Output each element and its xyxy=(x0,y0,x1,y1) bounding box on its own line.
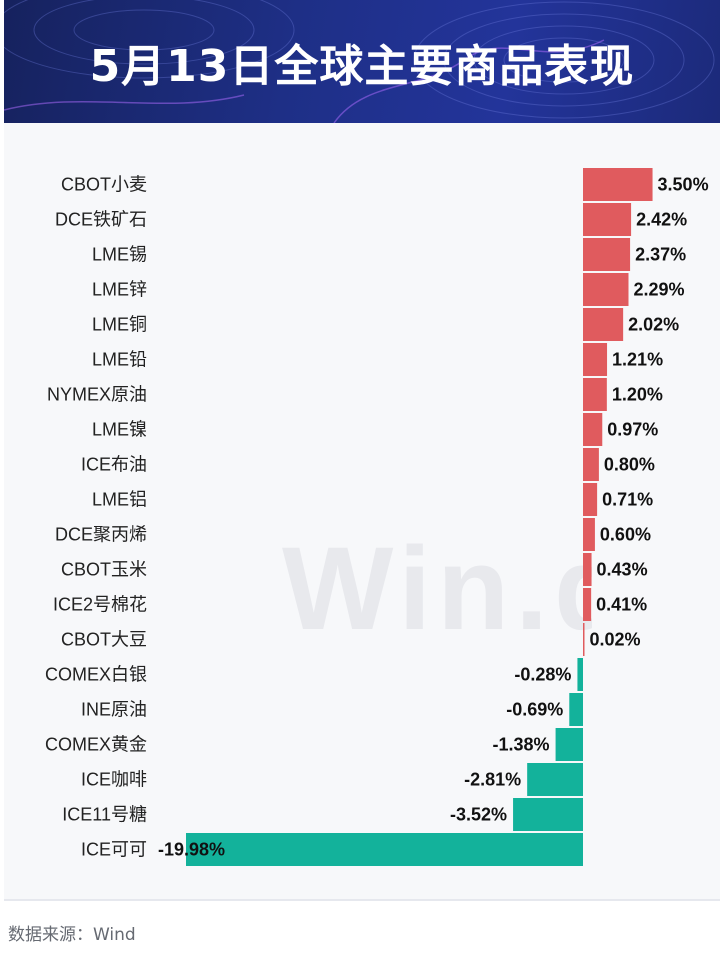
value-label: 2.29% xyxy=(634,280,685,300)
category-label: LME铝 xyxy=(92,490,147,510)
value-label: 0.60% xyxy=(600,525,651,545)
value-label: 2.37% xyxy=(635,245,686,265)
category-label: ICE2号棉花 xyxy=(53,595,147,615)
value-label: 1.20% xyxy=(612,385,663,405)
category-label: INE原油 xyxy=(81,700,147,720)
chart-panel: Win.d CBOT小麦 3.50% DCE铁矿石 2.42% LME锡 2.37% LME… xyxy=(4,123,720,901)
value-label: -19.98% xyxy=(158,840,225,860)
bar xyxy=(583,483,598,516)
category-label: NYMEX原油 xyxy=(47,385,147,405)
bar xyxy=(583,448,599,481)
bar xyxy=(583,413,603,446)
value-label: -1.38% xyxy=(493,735,550,755)
bar xyxy=(583,308,624,341)
bar xyxy=(555,728,583,761)
value-label: 0.41% xyxy=(596,595,647,615)
bar xyxy=(583,518,595,551)
value-label: -0.28% xyxy=(514,665,571,685)
category-label: ICE可可 xyxy=(81,840,147,860)
category-label: ICE布油 xyxy=(81,455,147,475)
bar xyxy=(577,658,583,691)
category-label: COMEX白银 xyxy=(45,665,147,685)
value-label: 0.43% xyxy=(597,560,648,580)
category-label: LME镍 xyxy=(92,420,147,440)
category-label: LME铜 xyxy=(92,315,147,335)
bar xyxy=(569,693,583,726)
source-note: 数据来源：Wind xyxy=(8,925,136,945)
bar xyxy=(186,833,583,866)
category-label: LME锌 xyxy=(92,280,147,300)
bar xyxy=(583,378,607,411)
value-label: 0.97% xyxy=(607,420,658,440)
category-label: CBOT玉米 xyxy=(61,560,147,580)
category-label: CBOT小麦 xyxy=(61,175,147,195)
value-label: 2.02% xyxy=(628,315,679,335)
page-title: 5月13日全球主要商品表现 xyxy=(89,41,635,92)
category-label: DCE铁矿石 xyxy=(55,210,147,230)
category-label: ICE11号糖 xyxy=(62,805,147,825)
value-label: 3.50% xyxy=(658,175,709,195)
value-label: 0.02% xyxy=(590,630,641,650)
bar xyxy=(583,623,585,656)
bar xyxy=(583,238,631,271)
category-label: LME锡 xyxy=(92,245,147,265)
value-label: -0.69% xyxy=(506,700,563,720)
bar xyxy=(513,798,583,831)
value-label: 2.42% xyxy=(636,210,687,230)
value-label: -2.81% xyxy=(464,770,521,790)
bar xyxy=(583,588,592,621)
value-label: 1.21% xyxy=(612,350,663,370)
header-banner: 5月13日全球主要商品表现 xyxy=(4,0,720,123)
category-label: DCE聚丙烯 xyxy=(55,525,147,545)
contour-background xyxy=(4,0,715,123)
bar xyxy=(583,343,608,376)
value-label: -3.52% xyxy=(450,805,507,825)
bar xyxy=(583,273,629,306)
value-label: 0.80% xyxy=(604,455,655,475)
bar-chart: CBOT小麦 3.50% DCE铁矿石 2.42% LME锡 2.37% LME锌 2.29%… xyxy=(45,168,709,866)
category-label: COMEX黄金 xyxy=(45,735,147,755)
bar xyxy=(583,553,592,586)
category-label: CBOT大豆 xyxy=(61,630,147,650)
category-label: ICE咖啡 xyxy=(81,770,147,790)
watermark: Win.d xyxy=(282,523,592,655)
bar xyxy=(583,203,632,236)
bar xyxy=(583,168,653,201)
bar xyxy=(527,763,583,796)
category-label: LME铅 xyxy=(92,350,147,370)
value-label: 0.71% xyxy=(602,490,653,510)
